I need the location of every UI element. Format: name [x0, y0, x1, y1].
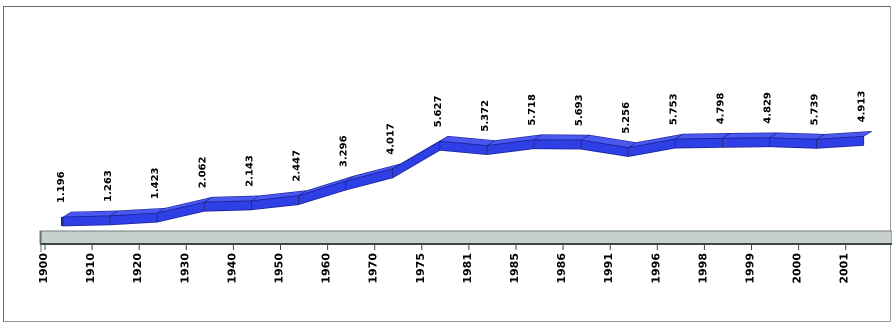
x-tick-label: 1996 [649, 253, 662, 284]
area-band-segment-10 [533, 139, 582, 150]
data-labels: 1.196 1.263 1.423 2.062 2.143 2.447 3.296 4.017… [56, 91, 868, 203]
x-tick-label: 1991 [602, 253, 615, 284]
x-tick-label: 1950 [273, 253, 286, 284]
data-label: 5.372 [480, 100, 491, 132]
data-label: 2.062 [197, 157, 208, 189]
x-tick-label: 1981 [461, 253, 474, 284]
data-label: 2.143 [244, 155, 255, 187]
data-label: 4.913 [857, 91, 868, 123]
data-label: 4.017 [386, 123, 397, 155]
x-tick-label: 1985 [508, 253, 521, 284]
chart-svg: 1.196 1.263 1.423 2.062 2.143 2.447 3.296 4.017… [37, 91, 892, 284]
x-tick-label: 1975 [414, 253, 427, 284]
x-tick-label: 1998 [696, 253, 709, 284]
area-band-segment-3 [203, 200, 252, 212]
area-band-segment-13 [674, 137, 723, 149]
area-band-segment-0 [62, 215, 111, 227]
chart-area-band [61, 131, 872, 227]
area-band-top-10 [532, 134, 591, 141]
x-tick-label: 1940 [225, 253, 238, 284]
x-tick-label: 1986 [555, 253, 568, 284]
chart-floor [39, 230, 892, 252]
data-label: 4.829 [763, 92, 774, 124]
chart-frame: 1.196 1.263 1.423 2.062 2.143 2.447 3.296 4.017… [3, 6, 892, 322]
x-tick-label: 1920 [131, 253, 144, 284]
data-label: 5.627 [433, 96, 444, 128]
data-label: 4.798 [715, 93, 726, 125]
area-band-segment-7 [392, 140, 441, 179]
data-label: 5.753 [668, 93, 679, 125]
category-axis-labels: 1900 1910 1920 1930 1940 1950 1960 1970 1975 1981… [37, 253, 851, 284]
x-tick-label: 2001 [838, 253, 851, 284]
data-label: 5.256 [621, 102, 632, 134]
x-tick-label: 1930 [178, 253, 191, 284]
x-tick-label: 1910 [84, 253, 97, 284]
x-tick-label: 1970 [367, 253, 380, 284]
area-band-segment-15 [769, 137, 817, 149]
data-label: 2.447 [292, 150, 303, 182]
x-tick-label: 2000 [791, 253, 804, 284]
x-tick-label: 1960 [320, 253, 333, 284]
data-label: 5.739 [810, 94, 821, 126]
floor-plate [39, 230, 892, 245]
area-band-segment-14 [722, 137, 770, 148]
x-tick-label: 1900 [37, 253, 50, 284]
data-label: 5.718 [527, 94, 538, 126]
data-label: 5.693 [574, 94, 585, 126]
area-band-cap [61, 217, 63, 226]
data-label: 1.423 [150, 167, 161, 199]
data-label: 3.296 [339, 135, 350, 167]
data-label: 1.196 [56, 171, 67, 203]
data-label: 1.263 [103, 170, 114, 202]
x-tick-label: 1999 [744, 253, 757, 284]
